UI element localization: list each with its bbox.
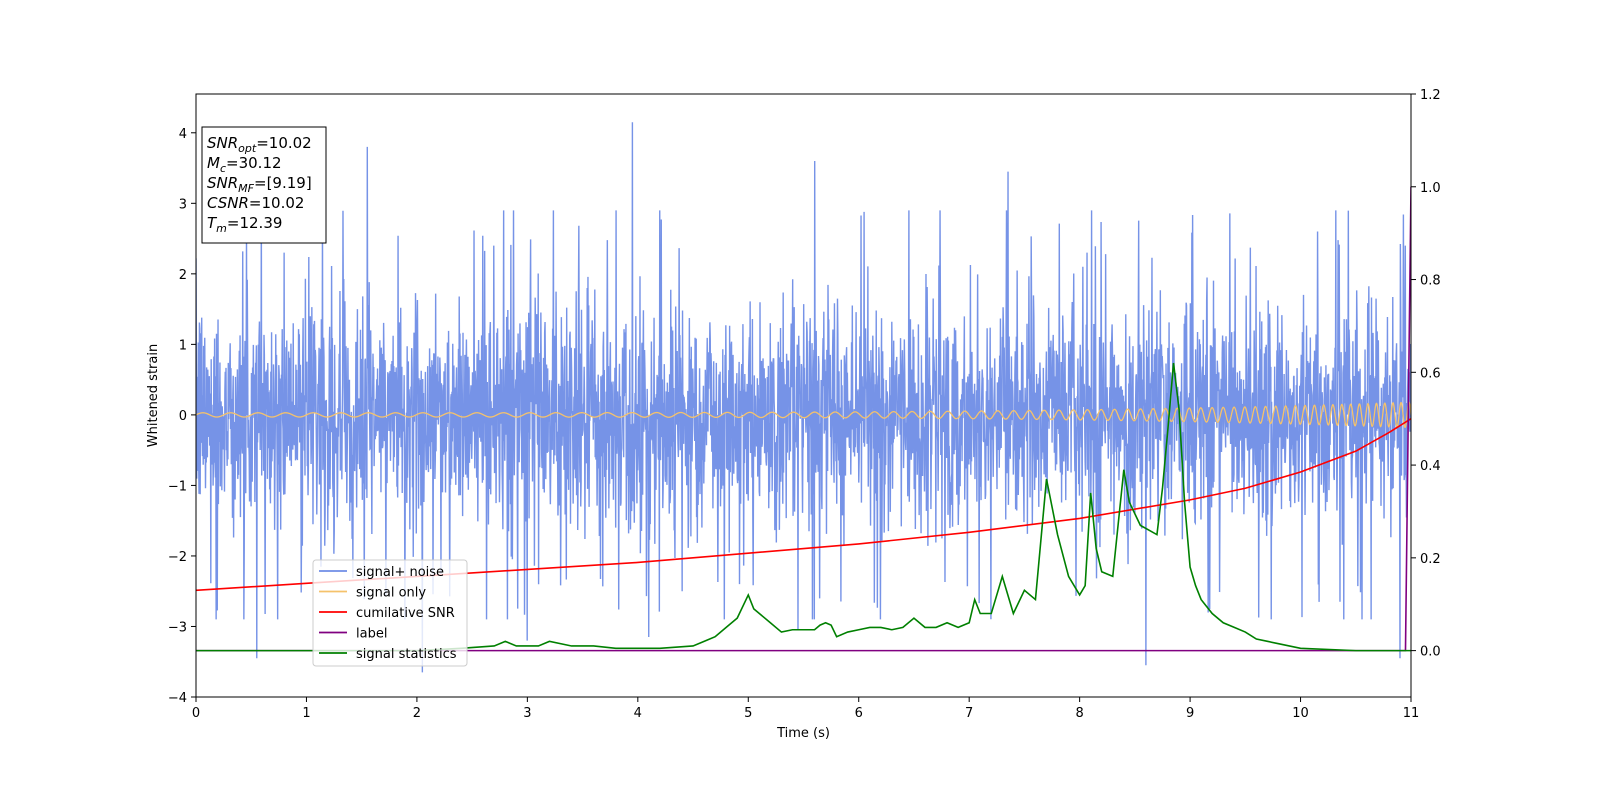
- info-box-line: Mc=30.12: [207, 154, 282, 175]
- legend-box: [312, 559, 468, 667]
- y-left-tick-label: −4: [168, 691, 187, 706]
- series-stats-line: [196, 362, 1411, 652]
- legend-label: signal statistics: [356, 647, 457, 662]
- y-left-tick-label: 0: [179, 409, 187, 424]
- info-box: SNRopt=10.02Mc=30.12SNRMF=[9.19]CSNR=10.…: [201, 126, 327, 244]
- legend-label: signal+ noise: [356, 565, 444, 580]
- info-box-line: CSNR=10.02: [207, 194, 304, 212]
- x-tick-label: 7: [965, 706, 973, 721]
- signal-only-line: [196, 401, 1411, 429]
- left-y-axis-ticks: −4 −3 −2 −1 0 1 2 3 4: [168, 127, 196, 706]
- y-right-tick-label: 1.2: [1420, 88, 1441, 103]
- y-right-tick-label: 0.2: [1420, 552, 1441, 567]
- y-left-tick-label: 1: [179, 338, 187, 353]
- x-tick-label: 6: [855, 706, 863, 721]
- x-tick-label: 8: [1075, 706, 1083, 721]
- y-right-tick-label: 0.6: [1420, 366, 1441, 381]
- x-tick-label: 3: [523, 706, 531, 721]
- x-tick-label: 10: [1292, 706, 1309, 721]
- x-tick-label: 9: [1186, 706, 1194, 721]
- series-signal-only: [196, 401, 1411, 429]
- y-left-tick-label: 4: [179, 127, 187, 142]
- info-box-frame: [201, 126, 327, 244]
- y-left-tick-label: 3: [179, 197, 187, 212]
- series-signal-noise: [196, 122, 1411, 673]
- x-tick-label: 5: [744, 706, 752, 721]
- x-axis-ticks: 0 1 2 3 4 5 6 7 8 9 10 11: [192, 697, 1419, 721]
- x-tick-label: 4: [634, 706, 642, 721]
- series-signal-statistics: [196, 362, 1411, 652]
- y-left-tick-label: −3: [168, 620, 187, 635]
- legend-label: cumilative SNR: [356, 606, 455, 621]
- y-right-tick-label: 0.4: [1420, 459, 1441, 474]
- signal-noise-line: [196, 122, 1411, 673]
- axes-frame: [195, 93, 1412, 698]
- y-left-tick-label: −1: [168, 479, 187, 494]
- x-tick-label: 2: [413, 706, 421, 721]
- x-tick-label: 11: [1403, 706, 1420, 721]
- right-y-axis-ticks: 0.0 0.2 0.4 0.6 0.8 1.0 1.2: [1411, 88, 1441, 660]
- y-right-tick-label: 0.0: [1420, 645, 1441, 660]
- y-left-tick-label: 2: [179, 268, 187, 283]
- y-right-tick-label: 1.0: [1420, 181, 1441, 196]
- x-tick-label: 1: [302, 706, 310, 721]
- legend: signal+ noise signal only cumilative SNR la…: [312, 559, 468, 667]
- x-axis-title: Time (s): [776, 726, 830, 741]
- info-box-line: SNRopt=10.02: [207, 134, 312, 155]
- y-axis-title: Whitened strain: [146, 344, 161, 447]
- x-tick-label: 0: [192, 706, 200, 721]
- info-box-line: Tm=12.39: [207, 214, 282, 235]
- legend-label: label: [356, 627, 387, 642]
- y-left-tick-label: −2: [168, 550, 187, 565]
- y-right-tick-label: 0.8: [1420, 274, 1441, 289]
- info-box-line: SNRMF=[9.19]: [207, 174, 312, 195]
- legend-label: signal only: [356, 586, 426, 601]
